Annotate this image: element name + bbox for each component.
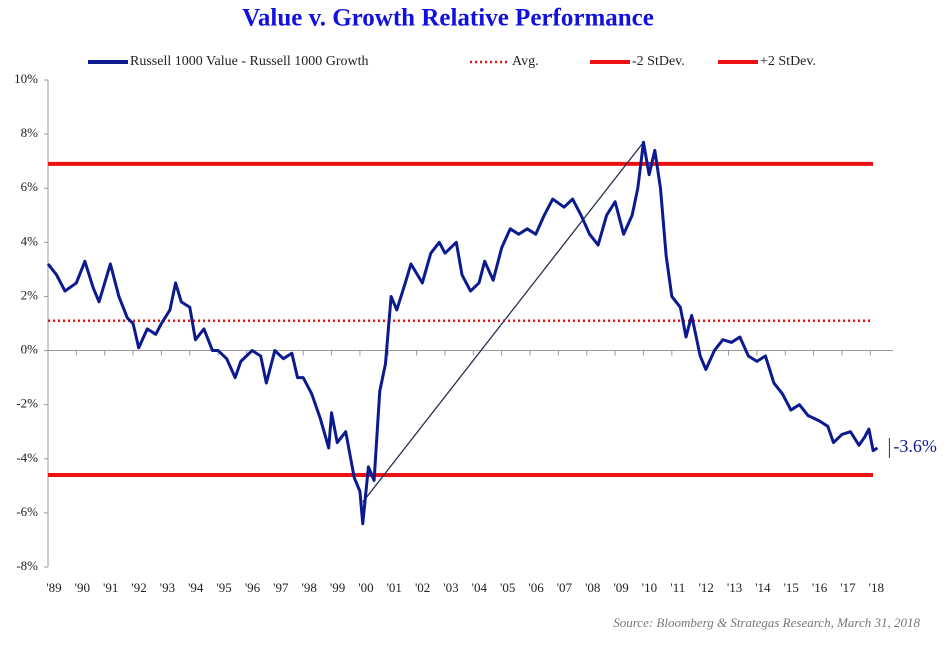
end-label: -3.6% — [893, 436, 937, 456]
x-tick-label: '13 — [727, 580, 742, 595]
y-tick-label: 6% — [21, 179, 39, 194]
legend-label: -2 StDev. — [632, 54, 685, 69]
y-tick-label: -8% — [16, 558, 38, 573]
legend-label: Avg. — [512, 54, 539, 69]
x-tick-label: '07 — [557, 580, 573, 595]
x-tick-label: '97 — [273, 580, 289, 595]
x-tick-label: '99 — [330, 580, 345, 595]
x-tick-label: '96 — [245, 580, 261, 595]
x-tick-label: '10 — [642, 580, 657, 595]
x-tick-label: '94 — [188, 580, 204, 595]
y-tick-label: 2% — [21, 287, 39, 302]
x-tick-label: '92 — [131, 580, 146, 595]
y-tick-label: 10% — [14, 71, 38, 86]
x-tick-label: '00 — [358, 580, 373, 595]
x-tick-label: '14 — [755, 580, 771, 595]
y-tick-label: 8% — [21, 125, 39, 140]
y-tick-label: -2% — [16, 396, 38, 411]
x-tick-label: '01 — [387, 580, 402, 595]
x-tick-label: '16 — [812, 580, 828, 595]
trend-line — [362, 141, 644, 503]
x-tick-label: '89 — [46, 580, 61, 595]
y-tick-label: -4% — [16, 450, 38, 465]
x-tick-label: '18 — [869, 580, 884, 595]
x-tick-label: '08 — [585, 580, 600, 595]
x-tick-label: '91 — [103, 580, 118, 595]
chart-title: Value v. Growth Relative Performance — [242, 5, 654, 32]
x-tick-label: '05 — [500, 580, 515, 595]
y-tick-label: 0% — [21, 342, 39, 357]
data-line — [46, 140, 879, 526]
legend-label: Russell 1000 Value - Russell 1000 Growth — [130, 54, 369, 69]
x-tick-label: '93 — [160, 580, 175, 595]
y-tick-label: 4% — [21, 233, 39, 248]
x-tick-label: '02 — [415, 580, 430, 595]
x-tick-label: '11 — [670, 580, 685, 595]
source-note: Source: Bloomberg & Strategas Research, … — [613, 615, 920, 630]
x-tick-label: '09 — [613, 580, 628, 595]
x-tick-label: '98 — [302, 580, 317, 595]
x-tick-label: '15 — [784, 580, 799, 595]
x-tick-label: '04 — [472, 580, 488, 595]
x-tick-label: '17 — [840, 580, 856, 595]
x-tick-label: '90 — [75, 580, 90, 595]
x-tick-label: '03 — [443, 580, 458, 595]
x-tick-label: '06 — [528, 580, 544, 595]
x-tick-label: '95 — [216, 580, 231, 595]
x-tick-label: '12 — [699, 580, 714, 595]
y-tick-label: -6% — [16, 504, 38, 519]
legend-label: +2 StDev. — [760, 54, 816, 69]
